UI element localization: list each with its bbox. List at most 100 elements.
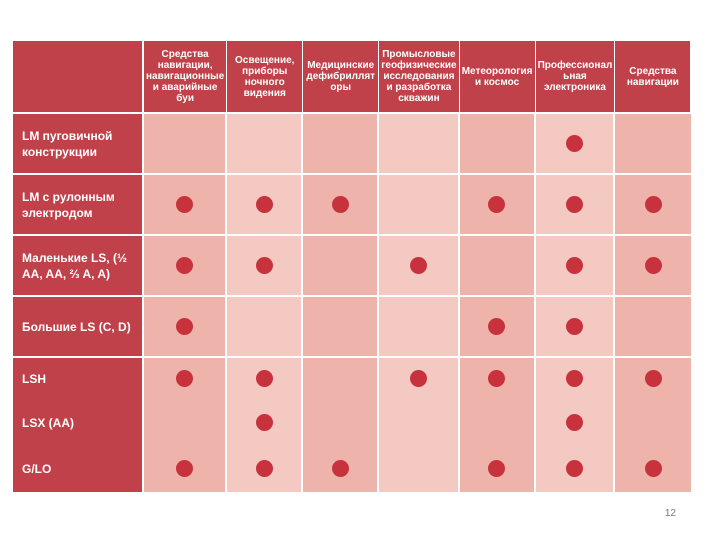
applicability-dot-icon [255,413,273,431]
table-row: LM пуговичной конструкции [13,114,692,175]
column-header: Средства навигации [615,41,692,114]
matrix-cell [535,445,616,494]
applicability-dot-icon [644,370,662,388]
matrix-cell [227,175,304,236]
page-number: 12 [664,508,676,519]
table-row: G/LO [13,445,692,494]
row-label: G/LO [13,445,144,494]
matrix-cell [535,175,616,236]
applicability-dot-icon [255,459,273,477]
applicability-dot-icon [255,370,273,388]
matrix-cell [303,175,380,236]
matrix-cell [227,114,304,175]
applicability-dot-icon [176,317,194,335]
applicability-dot-icon [565,413,583,431]
application-matrix-table: Средства навигации, навигационные и авар… [13,41,692,494]
applicability-dot-icon [176,459,194,477]
matrix-cell [615,236,692,297]
matrix-cell [227,445,304,494]
matrix-cell [379,114,460,175]
applicability-dot-icon [255,195,273,213]
column-header: Профессионал ьная электроника [535,41,616,114]
applicability-dot-icon [565,256,583,274]
matrix-body: LM пуговичной конструкции LM с рулонным э… [13,114,692,494]
row-label: LSX (AA) [13,400,144,445]
applicability-dot-icon [409,370,427,388]
matrix-cell [303,445,380,494]
matrix-cell [535,400,616,445]
matrix-cell [459,236,536,297]
applicability-dot-icon [565,195,583,213]
matrix-cell [303,297,380,358]
matrix-cell [144,400,228,445]
header-row: Средства навигации, навигационные и авар… [13,41,692,114]
column-header: Медицинские дефибриллят оры [303,41,380,114]
column-header: Средства навигации, навигационные и авар… [144,41,228,114]
matrix-cell [303,358,380,400]
matrix-cell [615,445,692,494]
matrix-cell [379,445,460,494]
matrix-cell [227,236,304,297]
matrix-cell [379,236,460,297]
row-label: LSH [13,358,144,400]
row-label: LM пуговичной конструкции [13,114,144,175]
matrix-cell [227,400,304,445]
matrix-cell [144,358,228,400]
matrix-cell [144,236,228,297]
matrix-cell [615,175,692,236]
table-row: LM с рулонным электродом [13,175,692,236]
column-header: Промысловые геофизические исследования и… [379,41,460,114]
table-row: LSH [13,358,692,400]
matrix-cell [379,297,460,358]
matrix-cell [535,358,616,400]
matrix-cell [615,114,692,175]
applicability-dot-icon [255,256,273,274]
table-row: Маленькие LS, (½ AA, AA, ⅔ A, A) [13,236,692,297]
matrix-cell [144,445,228,494]
applicability-dot-icon [488,317,506,335]
matrix-cell [459,175,536,236]
matrix-cell [459,114,536,175]
matrix-cell [459,358,536,400]
row-label: Маленькие LS, (½ AA, AA, ⅔ A, A) [13,236,144,297]
table-row: Большие LS (C, D) [13,297,692,358]
matrix-cell [379,400,460,445]
matrix-cell [227,358,304,400]
matrix-cell [535,236,616,297]
matrix-cell [459,400,536,445]
matrix-cell [615,297,692,358]
matrix-cell [144,114,228,175]
matrix-cell [227,297,304,358]
matrix-cell [144,297,228,358]
matrix-cell [615,358,692,400]
applicability-dot-icon [565,370,583,388]
matrix-cell [379,358,460,400]
matrix-cell [303,236,380,297]
matrix-cell [535,114,616,175]
matrix-cell [303,114,380,175]
applicability-dot-icon [176,370,194,388]
applicability-dot-icon [565,459,583,477]
column-header: Метеорология и космос [459,41,536,114]
applicability-dot-icon [644,256,662,274]
applicability-dot-icon [488,195,506,213]
row-label: LM с рулонным электродом [13,175,144,236]
applicability-dot-icon [176,195,194,213]
matrix-cell [615,400,692,445]
matrix-cell [144,175,228,236]
column-header: Освещение, приборы ночного видения [227,41,304,114]
applicability-dot-icon [331,195,349,213]
matrix-cell [379,175,460,236]
matrix-cell [459,297,536,358]
applicability-dot-icon [488,459,506,477]
matrix-cell [535,297,616,358]
applicability-dot-icon [409,256,427,274]
table-row: LSX (AA) [13,400,692,445]
row-label: Большие LS (C, D) [13,297,144,358]
applicability-dot-icon [644,459,662,477]
applicability-dot-icon [488,370,506,388]
applicability-dot-icon [565,134,583,152]
applicability-dot-icon [565,317,583,335]
applicability-dot-icon [176,256,194,274]
header-corner-cell [13,41,144,114]
